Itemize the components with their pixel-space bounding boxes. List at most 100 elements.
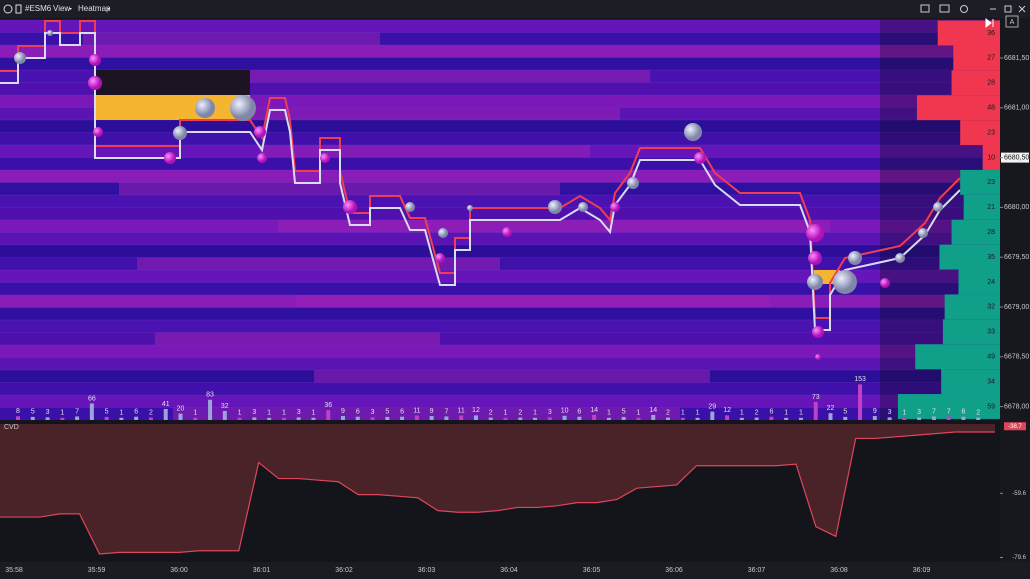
price-label: 6680,00 (1004, 204, 1029, 211)
volume-bar (311, 417, 316, 420)
volume-bar (355, 416, 360, 420)
order-size: 32 (987, 304, 995, 311)
volume-label: 153 (854, 376, 866, 383)
badge-box[interactable] (1005, 15, 1019, 28)
volume-bar (503, 417, 508, 420)
order-size: 27 (987, 55, 995, 62)
volume-label: 5 (385, 409, 389, 416)
app-icon[interactable] (3, 4, 13, 14)
layout-icon[interactable] (15, 4, 22, 14)
trade-bubble (815, 354, 821, 360)
trade-bubble (833, 270, 857, 294)
volume-label: 22 (827, 405, 835, 412)
volume-label: 1 (637, 410, 641, 417)
close-button[interactable] (1018, 5, 1026, 13)
scroll-end-button[interactable] (985, 17, 994, 29)
volume-bar (30, 416, 35, 420)
volume-label: 10 (561, 408, 569, 415)
volume-bar (828, 413, 833, 420)
maximize-button[interactable] (1004, 5, 1012, 13)
trade-bubble (405, 202, 415, 212)
bid-bar (958, 269, 1000, 295)
heat-band (0, 345, 1000, 358)
time-label: 36:01 (253, 567, 271, 574)
heat-band (0, 307, 1000, 320)
heat-band (0, 195, 1000, 208)
bid-bar (944, 294, 1000, 320)
trade-bubble (807, 274, 823, 290)
link-button[interactable] (920, 4, 930, 13)
volume-label: 5 (622, 409, 626, 416)
volume-label: 7 (947, 408, 951, 415)
volume-label: 6 (356, 409, 360, 416)
volume-bar (429, 416, 434, 420)
time-label: 35:58 (5, 567, 23, 574)
volume-label: 5 (31, 409, 35, 416)
volume-bar (858, 384, 863, 420)
heat-band (278, 220, 830, 233)
heat-band (260, 145, 590, 158)
volume-label: 3 (46, 409, 50, 416)
badge[interactable]: A (1010, 19, 1015, 26)
volume-label: 1 (799, 410, 803, 417)
ask-bar (960, 120, 1000, 146)
volume-label: 2 (755, 409, 759, 416)
volume-bar (119, 417, 124, 420)
heat-band (137, 257, 500, 270)
time-label: 36:04 (500, 567, 518, 574)
volume-label: 1 (282, 410, 286, 417)
liquidity-block (95, 70, 250, 95)
current-price-box (1001, 152, 1029, 163)
trade-bubble (14, 52, 26, 64)
symbol[interactable]: #ESM6 (25, 4, 52, 13)
time-label: 36:08 (830, 567, 848, 574)
trade-bubble (548, 200, 562, 214)
order-size: 33 (987, 329, 995, 336)
price-label: 6679,50 (1004, 254, 1029, 261)
menu-heatmap[interactable]: Heatmap (78, 4, 111, 13)
volume-bar (444, 416, 449, 420)
volume-label: 2 (489, 409, 493, 416)
volume-bar (518, 417, 523, 420)
heat-band (0, 20, 1000, 33)
volume-bar (710, 411, 715, 420)
cvd-line (0, 431, 995, 555)
heat-band (0, 395, 1000, 408)
bid-bar (942, 319, 1000, 345)
trade-bubbles (14, 30, 943, 360)
volume-label: 6 (577, 409, 581, 416)
heat-band (0, 207, 1000, 220)
bid-bar (941, 369, 1000, 395)
volume-bar (666, 417, 670, 420)
volume-label: 3 (888, 409, 892, 416)
volume-bar (695, 417, 700, 420)
trade-bubble (808, 251, 822, 265)
time-axis (0, 562, 1030, 579)
settings-button[interactable] (960, 5, 968, 13)
heat-band (83, 32, 380, 45)
order-size: 21 (987, 204, 995, 211)
volume-bar (89, 403, 94, 420)
volume-label: 73 (812, 394, 820, 401)
volume-bar (577, 416, 582, 420)
heat-band (0, 232, 1000, 245)
order-size: 23 (987, 129, 995, 136)
trade-bubble (694, 152, 706, 164)
volume-label: 1 (784, 410, 788, 417)
trade-bubble (47, 30, 53, 36)
trade-bubble (88, 76, 102, 90)
volume-bar (163, 408, 168, 420)
menu-view[interactable]: View (53, 4, 70, 13)
cvd-current-box (1004, 422, 1026, 431)
volume-label: 6 (134, 409, 138, 416)
camera-button[interactable] (939, 4, 950, 13)
volume-bar (267, 417, 272, 420)
volume-label: 6 (769, 409, 773, 416)
heat-band (0, 45, 1000, 58)
price-label: 6681,00 (1004, 105, 1029, 112)
volume-label: 3 (548, 409, 552, 416)
trade-bubble (343, 200, 357, 214)
price-label: 6678,50 (1004, 354, 1029, 361)
heat-band (314, 370, 710, 383)
